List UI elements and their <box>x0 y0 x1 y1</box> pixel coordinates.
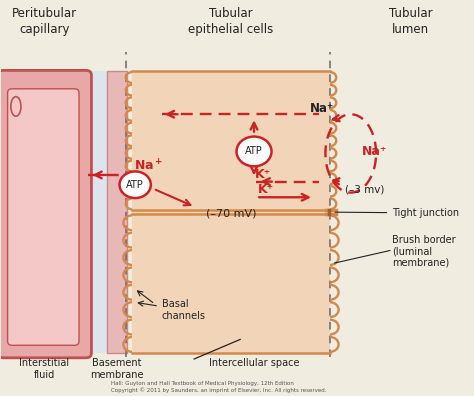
Text: Na⁺: Na⁺ <box>362 145 388 158</box>
Text: Hall: Guyton and Hall Textbook of Medical Physiology, 12th Edition
Copyright © 2: Hall: Guyton and Hall Textbook of Medica… <box>111 381 327 393</box>
Text: Interstitial
fluid: Interstitial fluid <box>19 358 70 380</box>
Text: Tubular
lumen: Tubular lumen <box>389 7 432 36</box>
Bar <box>86 71 107 353</box>
Circle shape <box>119 171 151 198</box>
Text: Tubular
epithelial cells: Tubular epithelial cells <box>188 7 273 36</box>
Circle shape <box>237 137 272 166</box>
Text: Basement
membrane: Basement membrane <box>90 358 144 380</box>
Text: ATP: ATP <box>245 147 263 156</box>
Text: Basal
channels: Basal channels <box>138 299 206 321</box>
Text: K⁺: K⁺ <box>257 183 273 196</box>
Text: K⁺: K⁺ <box>255 168 271 181</box>
Text: (–70 mV): (–70 mV) <box>206 208 256 218</box>
Text: Brush border
(luminal
membrane): Brush border (luminal membrane) <box>392 235 456 268</box>
Text: Intercellular space: Intercellular space <box>209 358 299 368</box>
Text: $\mathbf{Na^+}$: $\mathbf{Na^+}$ <box>134 159 164 174</box>
FancyBboxPatch shape <box>8 89 79 345</box>
Text: Tight junction: Tight junction <box>335 208 459 218</box>
Bar <box>107 71 128 353</box>
Ellipse shape <box>11 97 21 116</box>
Text: Na⁺: Na⁺ <box>310 101 334 114</box>
Text: Peritubular
capillary: Peritubular capillary <box>12 7 77 36</box>
Text: (–3 mv): (–3 mv) <box>345 185 384 194</box>
FancyBboxPatch shape <box>0 70 91 358</box>
Bar <box>132 71 330 353</box>
Text: ATP: ATP <box>126 180 144 190</box>
